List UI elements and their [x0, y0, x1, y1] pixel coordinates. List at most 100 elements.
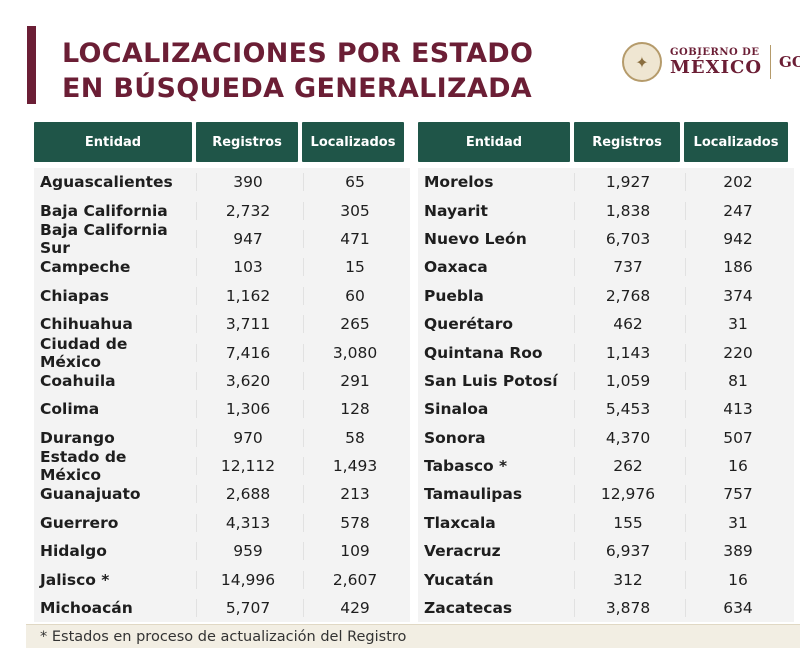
cell-entidad: Baja California Sur [40, 220, 168, 257]
table-row: Colima 1,306 128 [34, 395, 410, 423]
cell-entidad: Nuevo León [424, 229, 527, 248]
cell-entidad: Nayarit [424, 201, 488, 220]
cell-localizados: 634 [685, 599, 790, 618]
table-row: Ciudad de México 7,416 3,080 [34, 335, 410, 371]
cell-entidad: Tabasco * [424, 457, 508, 476]
cell-entidad: Chihuahua [40, 315, 133, 334]
cell-localizados: 265 [303, 315, 406, 334]
cell-localizados: 507 [685, 428, 790, 447]
cell-registros: 6,703 [574, 229, 681, 248]
cell-localizados: 305 [303, 201, 406, 220]
cell-registros: 5,707 [196, 599, 299, 618]
table-row: Puebla 2,768 374 [418, 282, 794, 310]
cell-localizados: 31 [685, 513, 790, 532]
cell-entidad: Puebla [424, 286, 484, 305]
cell-registros: 3,878 [574, 599, 681, 618]
cell-localizados: 16 [685, 570, 790, 589]
cell-localizados: 202 [685, 173, 790, 192]
cell-registros: 1,306 [196, 400, 299, 419]
table-row: Guerrero 4,313 578 [34, 509, 410, 537]
cell-entidad: Guanajuato [40, 485, 141, 504]
cell-registros: 4,313 [196, 513, 299, 532]
cell-registros: 1,143 [574, 343, 681, 362]
table-row: Jalisco * 14,996 2,607 [34, 565, 410, 593]
cell-localizados: 757 [685, 485, 790, 504]
cell-registros: 2,768 [574, 286, 681, 305]
cell-registros: 3,620 [196, 371, 299, 390]
logo-divider [770, 45, 772, 79]
table-row: Veracruz 6,937 389 [418, 537, 794, 565]
cell-registros: 12,976 [574, 485, 681, 504]
cell-localizados: 247 [685, 201, 790, 220]
cell-localizados: 413 [685, 400, 790, 419]
table-row: Baja California 2,732 305 [34, 196, 410, 224]
table-row: Morelos 1,927 202 [418, 168, 794, 196]
government-logo: ✦ GOBIERNO DE MÉXICO GOB [622, 42, 800, 82]
table-row: Chiapas 1,162 60 [34, 282, 410, 310]
table-row: Chihuahua 3,711 265 [34, 310, 410, 338]
table-header: Entidad Registros Localizados [34, 122, 410, 162]
cell-entidad: Estado de México [40, 448, 127, 485]
cell-registros: 947 [196, 229, 299, 248]
cell-localizados: 65 [303, 173, 406, 192]
cell-entidad: Tlaxcala [424, 513, 496, 532]
cell-localizados: 291 [303, 371, 406, 390]
cell-registros: 4,370 [574, 428, 681, 447]
cell-localizados: 16 [685, 457, 790, 476]
cell-entidad: Jalisco * [40, 570, 110, 589]
cell-localizados: 389 [685, 542, 790, 561]
table-row: Baja California Sur 947 471 [34, 221, 410, 257]
cell-entidad: Quintana Roo [424, 343, 543, 362]
cell-registros: 5,453 [574, 400, 681, 419]
table-row: Tlaxcala 155 31 [418, 509, 794, 537]
table-row: Coahuila 3,620 291 [34, 367, 410, 395]
cell-entidad: Chiapas [40, 286, 109, 305]
cell-entidad: Campeche [40, 258, 131, 277]
cell-entidad: Colima [40, 400, 100, 419]
cell-registros: 959 [196, 542, 299, 561]
table-row: Nayarit 1,838 247 [418, 196, 794, 224]
cell-entidad: Coahuila [40, 371, 116, 390]
logo-secondary-text: GOB [779, 53, 800, 71]
table-row: Oaxaca 737 186 [418, 253, 794, 281]
table-row: Zacatecas 3,878 634 [418, 594, 794, 622]
cell-registros: 1,162 [196, 286, 299, 305]
title-accent-bar [27, 26, 36, 104]
cell-registros: 390 [196, 173, 299, 192]
cell-entidad: Querétaro [424, 315, 514, 334]
table-body: Aguascalientes 390 65 Baja California 2,732 3… [34, 168, 410, 623]
cell-localizados: 578 [303, 513, 406, 532]
cell-entidad: Sinaloa [424, 400, 489, 419]
footnote: * Estados en proceso de actualización de… [26, 624, 800, 648]
cell-registros: 1,927 [574, 173, 681, 192]
table-row: Durango 970 58 [34, 424, 410, 452]
cell-localizados: 2,607 [303, 570, 406, 589]
cell-entidad: Veracruz [424, 542, 501, 561]
cell-localizados: 81 [685, 371, 790, 390]
cell-localizados: 220 [685, 343, 790, 362]
cell-entidad: Durango [40, 428, 115, 447]
header-entidad: Entidad [418, 122, 570, 162]
cell-entidad: Hidalgo [40, 542, 107, 561]
table-row: Hidalgo 959 109 [34, 537, 410, 565]
cell-entidad: Morelos [424, 173, 494, 192]
table-row: Tabasco * 262 16 [418, 452, 794, 480]
cell-entidad: Sonora [424, 428, 486, 447]
header-registros: Registros [196, 122, 298, 162]
cell-registros: 462 [574, 315, 681, 334]
national-seal-icon: ✦ [622, 42, 662, 82]
cell-registros: 1,838 [574, 201, 681, 220]
cell-localizados: 186 [685, 258, 790, 277]
table-row: Tamaulipas 12,976 757 [418, 480, 794, 508]
cell-localizados: 1,493 [303, 457, 406, 476]
cell-entidad: San Luis Potosí [424, 371, 558, 390]
cell-registros: 155 [574, 513, 681, 532]
cell-registros: 6,937 [574, 542, 681, 561]
cell-entidad: Ciudad de México [40, 334, 128, 371]
cell-registros: 970 [196, 428, 299, 447]
cell-registros: 262 [574, 457, 681, 476]
cell-localizados: 15 [303, 258, 406, 277]
cell-registros: 737 [574, 258, 681, 277]
cell-localizados: 31 [685, 315, 790, 334]
header-registros: Registros [574, 122, 680, 162]
